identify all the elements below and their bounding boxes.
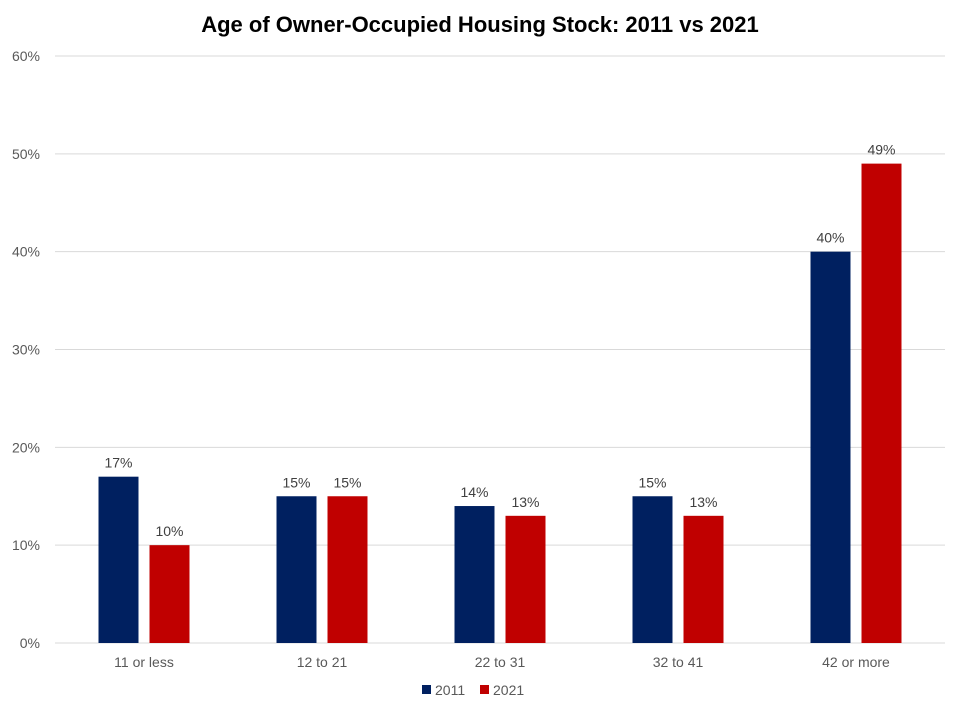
bar-2021-3[interactable] xyxy=(683,515,724,643)
bars xyxy=(98,163,902,643)
data-label-2021-4: 49% xyxy=(867,142,895,158)
bar-2011-1[interactable] xyxy=(276,496,317,643)
data-label-2021-3: 13% xyxy=(689,494,717,510)
bar-2021-0[interactable] xyxy=(149,545,190,643)
legend-label-2021: 2021 xyxy=(493,682,524,698)
legend[interactable]: 2011 2021 xyxy=(422,682,524,698)
bar-2021-4[interactable] xyxy=(861,163,902,643)
x-tick-label-0: 11 or less xyxy=(114,654,174,670)
y-tick-label-0: 0% xyxy=(20,635,40,651)
y-axis-tick-labels: 0% 10% 20% 30% 40% 50% 60% xyxy=(12,48,40,651)
x-tick-label-1: 12 to 21 xyxy=(297,654,348,670)
data-label-2011-2: 14% xyxy=(460,484,488,500)
data-label-2011-0: 17% xyxy=(104,455,132,471)
data-label-2011-1: 15% xyxy=(282,474,310,490)
bar-2011-3[interactable] xyxy=(632,496,673,643)
legend-label-2011: 2011 xyxy=(435,682,465,698)
legend-swatch-2011 xyxy=(422,685,431,694)
x-tick-label-2: 22 to 31 xyxy=(475,654,526,670)
y-tick-label-30: 30% xyxy=(12,342,40,358)
y-tick-label-20: 20% xyxy=(12,439,40,455)
x-tick-label-3: 32 to 41 xyxy=(653,654,704,670)
chart-title: Age of Owner-Occupied Housing Stock: 201… xyxy=(201,12,759,37)
x-axis-tick-labels: 11 or less 12 to 21 22 to 31 32 to 41 42 or … xyxy=(114,654,890,670)
data-label-2021-2: 13% xyxy=(511,494,539,510)
legend-swatch-2021 xyxy=(480,685,489,694)
data-label-2021-0: 10% xyxy=(155,523,183,539)
bar-2021-2[interactable] xyxy=(505,515,546,643)
bar-2021-1[interactable] xyxy=(327,496,368,643)
gridlines xyxy=(55,55,945,644)
data-label-2011-3: 15% xyxy=(638,474,666,490)
data-labels: 17% 10% 15% 15% 14% 13% 15% 13% 40% 49% xyxy=(104,142,895,540)
bar-2011-2[interactable] xyxy=(454,506,495,643)
y-tick-label-10: 10% xyxy=(12,537,40,553)
data-label-2011-4: 40% xyxy=(816,230,844,246)
bar-2011-4[interactable] xyxy=(810,251,851,643)
bar-2011-0[interactable] xyxy=(98,476,139,643)
y-tick-label-50: 50% xyxy=(12,146,40,162)
data-label-2021-1: 15% xyxy=(333,474,361,490)
legend-item-2011[interactable]: 2011 xyxy=(422,682,465,698)
x-tick-label-4: 42 or more xyxy=(822,654,890,670)
y-tick-label-60: 60% xyxy=(12,48,40,64)
legend-item-2021[interactable]: 2021 xyxy=(480,682,524,698)
y-tick-label-40: 40% xyxy=(12,244,40,260)
